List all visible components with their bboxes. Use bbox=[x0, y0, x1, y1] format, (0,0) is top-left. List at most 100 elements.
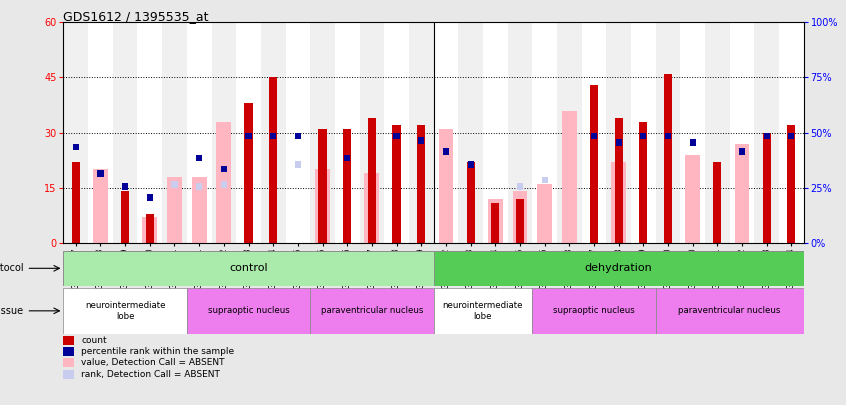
Bar bbox=[665, 133, 671, 139]
Bar bbox=[335, 22, 360, 243]
Bar bbox=[310, 288, 433, 334]
Bar bbox=[393, 125, 401, 243]
Bar bbox=[689, 139, 695, 146]
Text: tissue: tissue bbox=[0, 306, 24, 316]
Bar bbox=[581, 22, 607, 243]
Bar bbox=[607, 22, 631, 243]
Bar bbox=[212, 22, 236, 243]
Bar bbox=[315, 169, 330, 243]
Text: control: control bbox=[229, 263, 268, 273]
Bar bbox=[755, 22, 779, 243]
Bar bbox=[508, 22, 532, 243]
Bar bbox=[541, 177, 547, 183]
Bar bbox=[611, 162, 626, 243]
Bar bbox=[261, 22, 285, 243]
Bar bbox=[294, 133, 301, 139]
Bar bbox=[779, 22, 804, 243]
Bar bbox=[93, 169, 107, 243]
Bar bbox=[368, 118, 376, 243]
Bar bbox=[614, 118, 623, 243]
Bar bbox=[483, 22, 508, 243]
Bar bbox=[468, 161, 474, 168]
Bar bbox=[433, 22, 459, 243]
Bar bbox=[631, 22, 656, 243]
Bar bbox=[72, 162, 80, 243]
Text: protocol: protocol bbox=[0, 263, 24, 273]
Bar bbox=[433, 288, 532, 334]
Text: percentile rank within the sample: percentile rank within the sample bbox=[81, 347, 234, 356]
Bar bbox=[640, 133, 646, 139]
Bar bbox=[705, 22, 729, 243]
Bar bbox=[664, 74, 672, 243]
Bar bbox=[557, 22, 581, 243]
Bar bbox=[685, 155, 700, 243]
Bar bbox=[459, 22, 483, 243]
Bar bbox=[63, 22, 88, 243]
Bar bbox=[310, 22, 335, 243]
Bar bbox=[417, 125, 426, 243]
Bar bbox=[318, 129, 327, 243]
Bar bbox=[433, 251, 804, 286]
Bar bbox=[196, 183, 202, 190]
Bar bbox=[217, 122, 231, 243]
Bar bbox=[788, 125, 795, 243]
Bar bbox=[73, 144, 79, 150]
Bar bbox=[492, 202, 499, 243]
Bar bbox=[167, 177, 182, 243]
Bar bbox=[63, 288, 187, 334]
Bar bbox=[537, 184, 552, 243]
Bar bbox=[488, 199, 503, 243]
Text: count: count bbox=[81, 336, 107, 345]
Text: neurointermediate
lobe: neurointermediate lobe bbox=[442, 301, 523, 320]
Bar bbox=[245, 133, 251, 139]
Bar bbox=[294, 161, 301, 168]
Text: supraoptic nucleus: supraoptic nucleus bbox=[553, 306, 634, 315]
Bar bbox=[516, 199, 524, 243]
Bar bbox=[146, 213, 154, 243]
Bar bbox=[713, 162, 722, 243]
Bar bbox=[532, 288, 656, 334]
Bar bbox=[734, 144, 750, 243]
Bar bbox=[360, 22, 384, 243]
Bar bbox=[739, 148, 745, 155]
Bar bbox=[88, 22, 113, 243]
Text: supraoptic nucleus: supraoptic nucleus bbox=[207, 306, 289, 315]
Text: dehydration: dehydration bbox=[585, 263, 652, 273]
Text: value, Detection Call = ABSENT: value, Detection Call = ABSENT bbox=[81, 358, 225, 367]
Text: rank, Detection Call = ABSENT: rank, Detection Call = ABSENT bbox=[81, 370, 220, 379]
Bar bbox=[513, 192, 527, 243]
Bar bbox=[320, 166, 326, 173]
Bar bbox=[591, 133, 597, 139]
Bar bbox=[172, 181, 178, 188]
Bar bbox=[438, 129, 453, 243]
Bar bbox=[97, 170, 103, 177]
Bar bbox=[187, 22, 212, 243]
Text: paraventricular nucleus: paraventricular nucleus bbox=[678, 306, 781, 315]
Bar bbox=[162, 22, 187, 243]
Bar bbox=[517, 183, 523, 190]
Bar bbox=[187, 288, 310, 334]
Bar bbox=[344, 155, 350, 161]
Bar bbox=[269, 77, 277, 243]
Bar bbox=[640, 122, 647, 243]
Bar bbox=[689, 139, 695, 146]
Bar bbox=[442, 148, 449, 155]
Bar bbox=[113, 22, 137, 243]
Text: paraventricular nucleus: paraventricular nucleus bbox=[321, 306, 423, 315]
Bar bbox=[142, 217, 157, 243]
Bar bbox=[656, 22, 680, 243]
Bar bbox=[192, 177, 206, 243]
Bar bbox=[146, 194, 153, 201]
Text: GDS1612 / 1395535_at: GDS1612 / 1395535_at bbox=[63, 10, 209, 23]
Bar bbox=[590, 85, 598, 243]
Bar bbox=[365, 173, 379, 243]
Bar bbox=[418, 137, 425, 144]
Bar bbox=[616, 139, 622, 146]
Bar bbox=[122, 183, 129, 190]
Bar bbox=[680, 22, 705, 243]
Bar bbox=[762, 133, 771, 243]
Bar bbox=[146, 194, 153, 201]
Bar bbox=[409, 22, 433, 243]
Bar bbox=[270, 133, 277, 139]
Bar bbox=[562, 111, 577, 243]
